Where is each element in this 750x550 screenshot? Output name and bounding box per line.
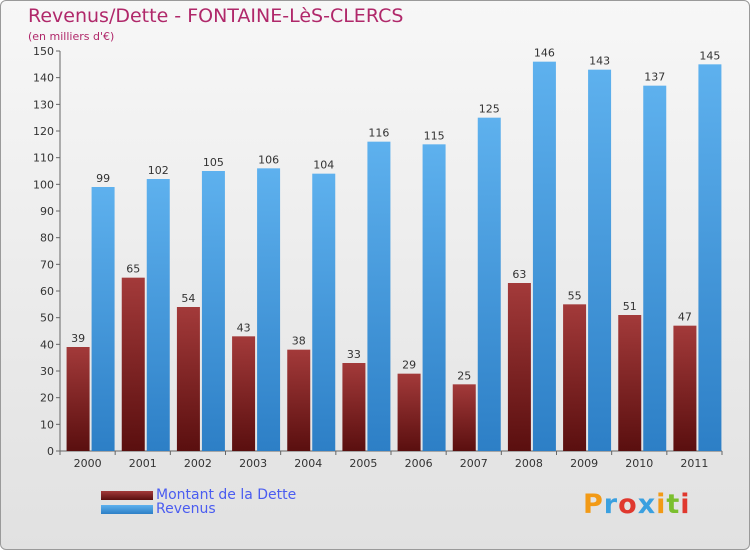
proxiti-logo: Proxiti xyxy=(583,489,691,520)
logo-letter: r xyxy=(603,489,619,520)
bar-revenus xyxy=(532,61,556,452)
y-tick-label: 60 xyxy=(40,285,54,298)
bar-dette xyxy=(287,349,311,451)
legend-item-dette: Montant de la Dette xyxy=(101,487,296,503)
x-tick-label: 2005 xyxy=(349,457,377,470)
data-label-dette: 63 xyxy=(512,268,526,281)
x-tick-label: 2009 xyxy=(570,457,598,470)
data-label-revenus: 137 xyxy=(644,71,665,84)
bar-dette xyxy=(176,307,200,451)
legend-label-dette: Montant de la Dette xyxy=(156,487,297,503)
y-tick-label: 50 xyxy=(40,312,54,325)
chart-title: Revenus/Dette - FONTAINE-LèS-CLERCS xyxy=(28,5,404,27)
legend-swatch-dette xyxy=(101,490,153,500)
data-label-revenus: 115 xyxy=(424,129,445,142)
x-tick-label: 2010 xyxy=(625,457,653,470)
legend-label-revenus: Revenus xyxy=(156,501,216,517)
bar-dette xyxy=(452,384,476,451)
data-label-dette: 29 xyxy=(402,359,416,372)
bar-dette xyxy=(673,325,697,451)
data-label-dette: 25 xyxy=(457,369,471,382)
x-tick-label: 2011 xyxy=(680,457,708,470)
bar-revenus xyxy=(643,85,667,452)
x-tick-label: 2006 xyxy=(405,457,433,470)
data-label-revenus: 104 xyxy=(313,159,334,172)
bar-revenus xyxy=(698,64,722,452)
bar-dette xyxy=(507,283,531,451)
data-label-dette: 65 xyxy=(126,263,140,276)
bar-dette xyxy=(232,336,256,451)
data-label-dette: 55 xyxy=(568,289,582,302)
data-label-revenus: 106 xyxy=(258,153,279,166)
x-tick-label: 2003 xyxy=(239,457,267,470)
logo-letter: t xyxy=(666,489,681,520)
x-tick-label: 2001 xyxy=(129,457,157,470)
y-tick-label: 140 xyxy=(33,72,54,85)
bar-dette xyxy=(342,363,366,451)
y-tick-label: 30 xyxy=(40,365,54,378)
data-label-revenus: 99 xyxy=(96,172,110,185)
bar-dette xyxy=(121,277,145,451)
bar-dette xyxy=(618,315,642,451)
logo-letter: i xyxy=(680,489,691,520)
data-label-dette: 39 xyxy=(71,332,85,345)
x-tick-label: 2002 xyxy=(184,457,212,470)
chart-subtitle: (en milliers d'€) xyxy=(28,30,115,43)
bar-revenus xyxy=(422,144,446,452)
y-tick-label: 110 xyxy=(33,152,54,165)
bar-revenus xyxy=(257,168,281,452)
data-label-revenus: 102 xyxy=(148,164,169,177)
legend-swatch-revenus xyxy=(101,504,153,514)
x-tick-label: 2007 xyxy=(460,457,488,470)
data-label-revenus: 143 xyxy=(589,55,610,68)
y-tick-label: 0 xyxy=(47,445,54,458)
logo-letter: P xyxy=(583,489,604,520)
bar-dette xyxy=(66,347,90,451)
y-tick-label: 100 xyxy=(33,178,54,191)
logo-letter: o xyxy=(618,489,638,520)
y-tick-label: 20 xyxy=(40,392,54,405)
data-label-revenus: 105 xyxy=(203,156,224,169)
data-label-dette: 47 xyxy=(678,311,692,324)
data-label-dette: 43 xyxy=(237,321,251,334)
y-tick-label: 40 xyxy=(40,338,54,351)
y-tick-label: 120 xyxy=(33,125,54,138)
y-tick-label: 130 xyxy=(33,98,54,111)
bar-revenus xyxy=(367,141,391,451)
bar-revenus xyxy=(146,179,170,451)
data-label-dette: 51 xyxy=(623,300,637,313)
bar-dette xyxy=(563,304,587,451)
logo-letter: x xyxy=(637,489,657,520)
bar-revenus xyxy=(312,173,336,451)
y-tick-label: 90 xyxy=(40,205,54,218)
data-label-revenus: 146 xyxy=(534,47,555,60)
y-tick-label: 150 xyxy=(33,45,54,58)
y-tick-label: 80 xyxy=(40,232,54,245)
y-tick-label: 70 xyxy=(40,258,54,271)
bar-revenus xyxy=(477,117,501,452)
bar-revenus xyxy=(91,187,115,451)
data-label-dette: 54 xyxy=(181,292,195,305)
data-label-dette: 38 xyxy=(292,335,306,348)
bar-dette xyxy=(397,373,421,451)
legend-item-revenus: Revenus xyxy=(101,501,216,517)
bar-revenus xyxy=(201,171,225,451)
data-label-revenus: 125 xyxy=(479,103,500,116)
y-tick-label: 10 xyxy=(40,418,54,431)
data-label-revenus: 116 xyxy=(368,127,389,140)
data-label-dette: 33 xyxy=(347,348,361,361)
bar-revenus xyxy=(588,69,612,452)
x-tick-label: 2000 xyxy=(74,457,102,470)
x-tick-label: 2008 xyxy=(515,457,543,470)
x-tick-label: 2004 xyxy=(294,457,322,470)
data-label-revenus: 145 xyxy=(699,49,720,62)
logo-letter: i xyxy=(656,489,667,520)
